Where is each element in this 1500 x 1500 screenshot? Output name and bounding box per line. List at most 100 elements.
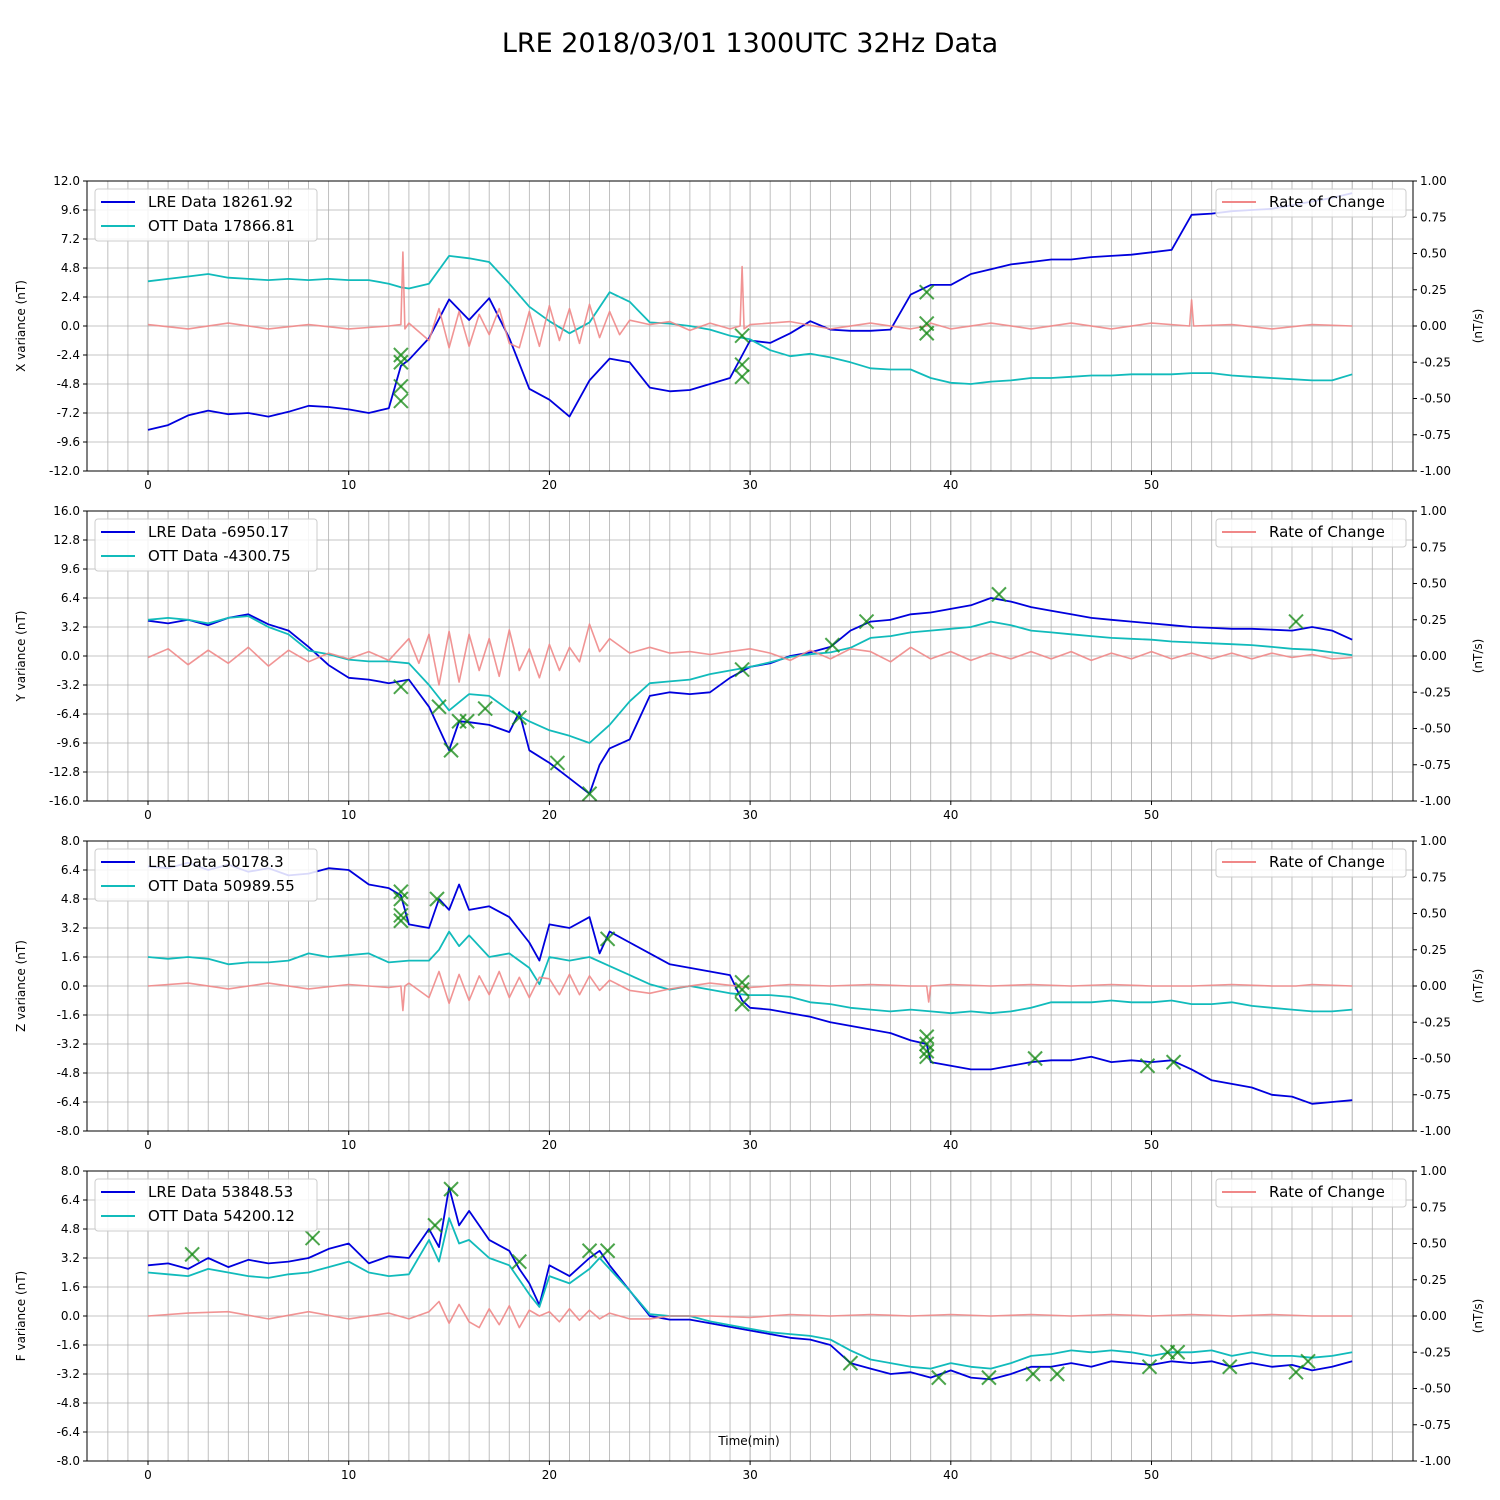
y2tick-label: 1.00 — [1420, 834, 1447, 848]
xtick-label: 50 — [1144, 1468, 1159, 1482]
x-marker — [393, 354, 409, 370]
xtick-label: 30 — [742, 808, 757, 822]
x-marker — [427, 1217, 443, 1234]
x-marker — [429, 891, 445, 907]
legend-box — [94, 848, 318, 902]
panel-z: -8.0 -6.4 -4.8 -3.2 -1.6 0.0 1.6 3.2 4.8 6.4 8.0 -1… — [14, 834, 1485, 1152]
ott-data-line — [147, 1217, 1353, 1370]
chart-title: LRE 2018/03/01 1300UTC 32Hz Data — [502, 28, 998, 59]
y2tick-label: 0.75 — [1420, 870, 1447, 884]
y2tick-label: -1.00 — [1420, 794, 1451, 808]
ytick-label: 0.0 — [61, 649, 80, 663]
y-axis-label: F variance (nT) — [14, 1271, 28, 1362]
ytick-label: -9.6 — [57, 736, 80, 750]
legend-x: LRE Data 18261.92 OTT Data 17866.81 — [94, 188, 318, 242]
y2tick-label: -0.50 — [1420, 1382, 1451, 1396]
x-marker — [511, 1253, 528, 1270]
legend-label: Rate of Change — [1269, 523, 1385, 541]
y2tick-label: -0.75 — [1420, 1418, 1451, 1432]
ytick-label: 9.6 — [61, 562, 80, 576]
ytick-label: 3.2 — [61, 921, 80, 935]
ytick-label: -1.6 — [57, 1338, 80, 1352]
ytick-label: 6.4 — [61, 1193, 80, 1207]
legend-rate-y: Rate of Change — [1215, 518, 1407, 548]
xtick-label: 30 — [742, 1468, 757, 1482]
panel-x: -12.0 -9.6 -7.2 -4.8 -2.4 0.0 2.4 4.8 7.2 9.6 12.0… — [14, 174, 1485, 492]
xtick-label: 10 — [341, 1468, 356, 1482]
y2tick-label: 1.00 — [1420, 504, 1447, 518]
y2tick-label: 0.50 — [1420, 577, 1447, 591]
x-marker — [1165, 1054, 1182, 1070]
y2tick-label: 0.25 — [1420, 1273, 1447, 1287]
rate-of-change-line — [147, 623, 1353, 686]
ytick-label: -1.6 — [57, 1008, 80, 1022]
y2tick-label: 0.00 — [1420, 979, 1447, 993]
y2tick-label: -0.75 — [1420, 1088, 1451, 1102]
x-marker — [1027, 1050, 1043, 1067]
y2tick-label: -0.50 — [1420, 392, 1451, 406]
ytick-label: -12.8 — [49, 765, 80, 779]
x-marker — [599, 1243, 616, 1259]
ytick-label: -3.2 — [57, 678, 80, 692]
ytick-label: 0.0 — [61, 1309, 80, 1323]
y-axis-label: Y variance (nT) — [14, 611, 28, 703]
panel-y: -16.0 -12.8 -9.6 -6.4 -3.2 0.0 3.2 6.4 9.6 12.8 16… — [14, 504, 1485, 822]
legend-rate-f: Rate of Change — [1215, 1178, 1407, 1208]
lre-data-line — [147, 861, 1353, 1105]
x-marker — [393, 679, 409, 695]
x-marker — [443, 742, 459, 758]
y2tick-label: -0.75 — [1420, 428, 1451, 442]
ytick-label: 3.2 — [61, 1251, 80, 1265]
xtick-label: 30 — [742, 478, 757, 492]
y2tick-label: -1.00 — [1420, 1124, 1451, 1138]
x-marker — [981, 1369, 997, 1386]
x-marker — [443, 1181, 459, 1197]
legend-label: OTT Data 50989.55 — [148, 877, 295, 895]
ytick-label: 4.8 — [61, 1222, 80, 1236]
series-group-y — [147, 586, 1353, 801]
legend-label: Rate of Change — [1269, 853, 1385, 871]
legend-box — [1215, 188, 1407, 218]
ytick-label: -4.8 — [57, 377, 80, 391]
y2tick-label: -0.50 — [1420, 1052, 1451, 1066]
ytick-label: -9.6 — [57, 435, 80, 449]
x-marker — [431, 699, 447, 715]
xtick-label: 20 — [542, 1468, 557, 1482]
y2tick-label: 0.50 — [1420, 1237, 1447, 1251]
xtick-label: 20 — [542, 1138, 557, 1152]
ytick-label: -3.2 — [57, 1037, 80, 1051]
x-marker — [824, 637, 841, 653]
xtick-label: 50 — [1144, 1138, 1159, 1152]
ytick-label: -6.4 — [57, 1095, 80, 1109]
y2tick-label: 0.25 — [1420, 613, 1447, 627]
ytick-label: -6.4 — [57, 707, 80, 721]
x-marker — [734, 369, 750, 385]
ytick-label: 6.4 — [61, 863, 80, 877]
ytick-label: 9.6 — [61, 203, 80, 217]
lre-data-line — [147, 192, 1353, 431]
legend-label: Rate of Change — [1269, 1183, 1385, 1201]
x-marker — [1300, 1353, 1316, 1370]
ytick-label: 0.0 — [61, 319, 80, 333]
x-axis-label: Time(min) — [717, 1434, 779, 1448]
y2tick-label: -0.25 — [1420, 355, 1451, 369]
rate-of-change-line — [147, 970, 1353, 1012]
xtick-label: 10 — [341, 808, 356, 822]
xtick-label: 0 — [144, 478, 152, 492]
ytick-label: 4.8 — [61, 892, 80, 906]
x-marker — [393, 393, 409, 409]
xtick-label: 10 — [341, 1138, 356, 1152]
ytick-label: 4.8 — [61, 261, 80, 275]
x-marker — [919, 1048, 935, 1065]
xtick-label: 40 — [943, 1468, 958, 1482]
ytick-label: 0.0 — [61, 979, 80, 993]
legend-label: Rate of Change — [1269, 193, 1385, 211]
x-marker — [581, 1243, 598, 1259]
ytick-label: -4.8 — [57, 1066, 80, 1080]
xtick-label: 20 — [542, 478, 557, 492]
y2tick-label: 0.75 — [1420, 1200, 1447, 1214]
xtick-label: 0 — [144, 808, 152, 822]
ytick-label: 2.4 — [61, 290, 80, 304]
legend-box — [1215, 1178, 1407, 1208]
legend-rate-z: Rate of Change — [1215, 848, 1407, 878]
